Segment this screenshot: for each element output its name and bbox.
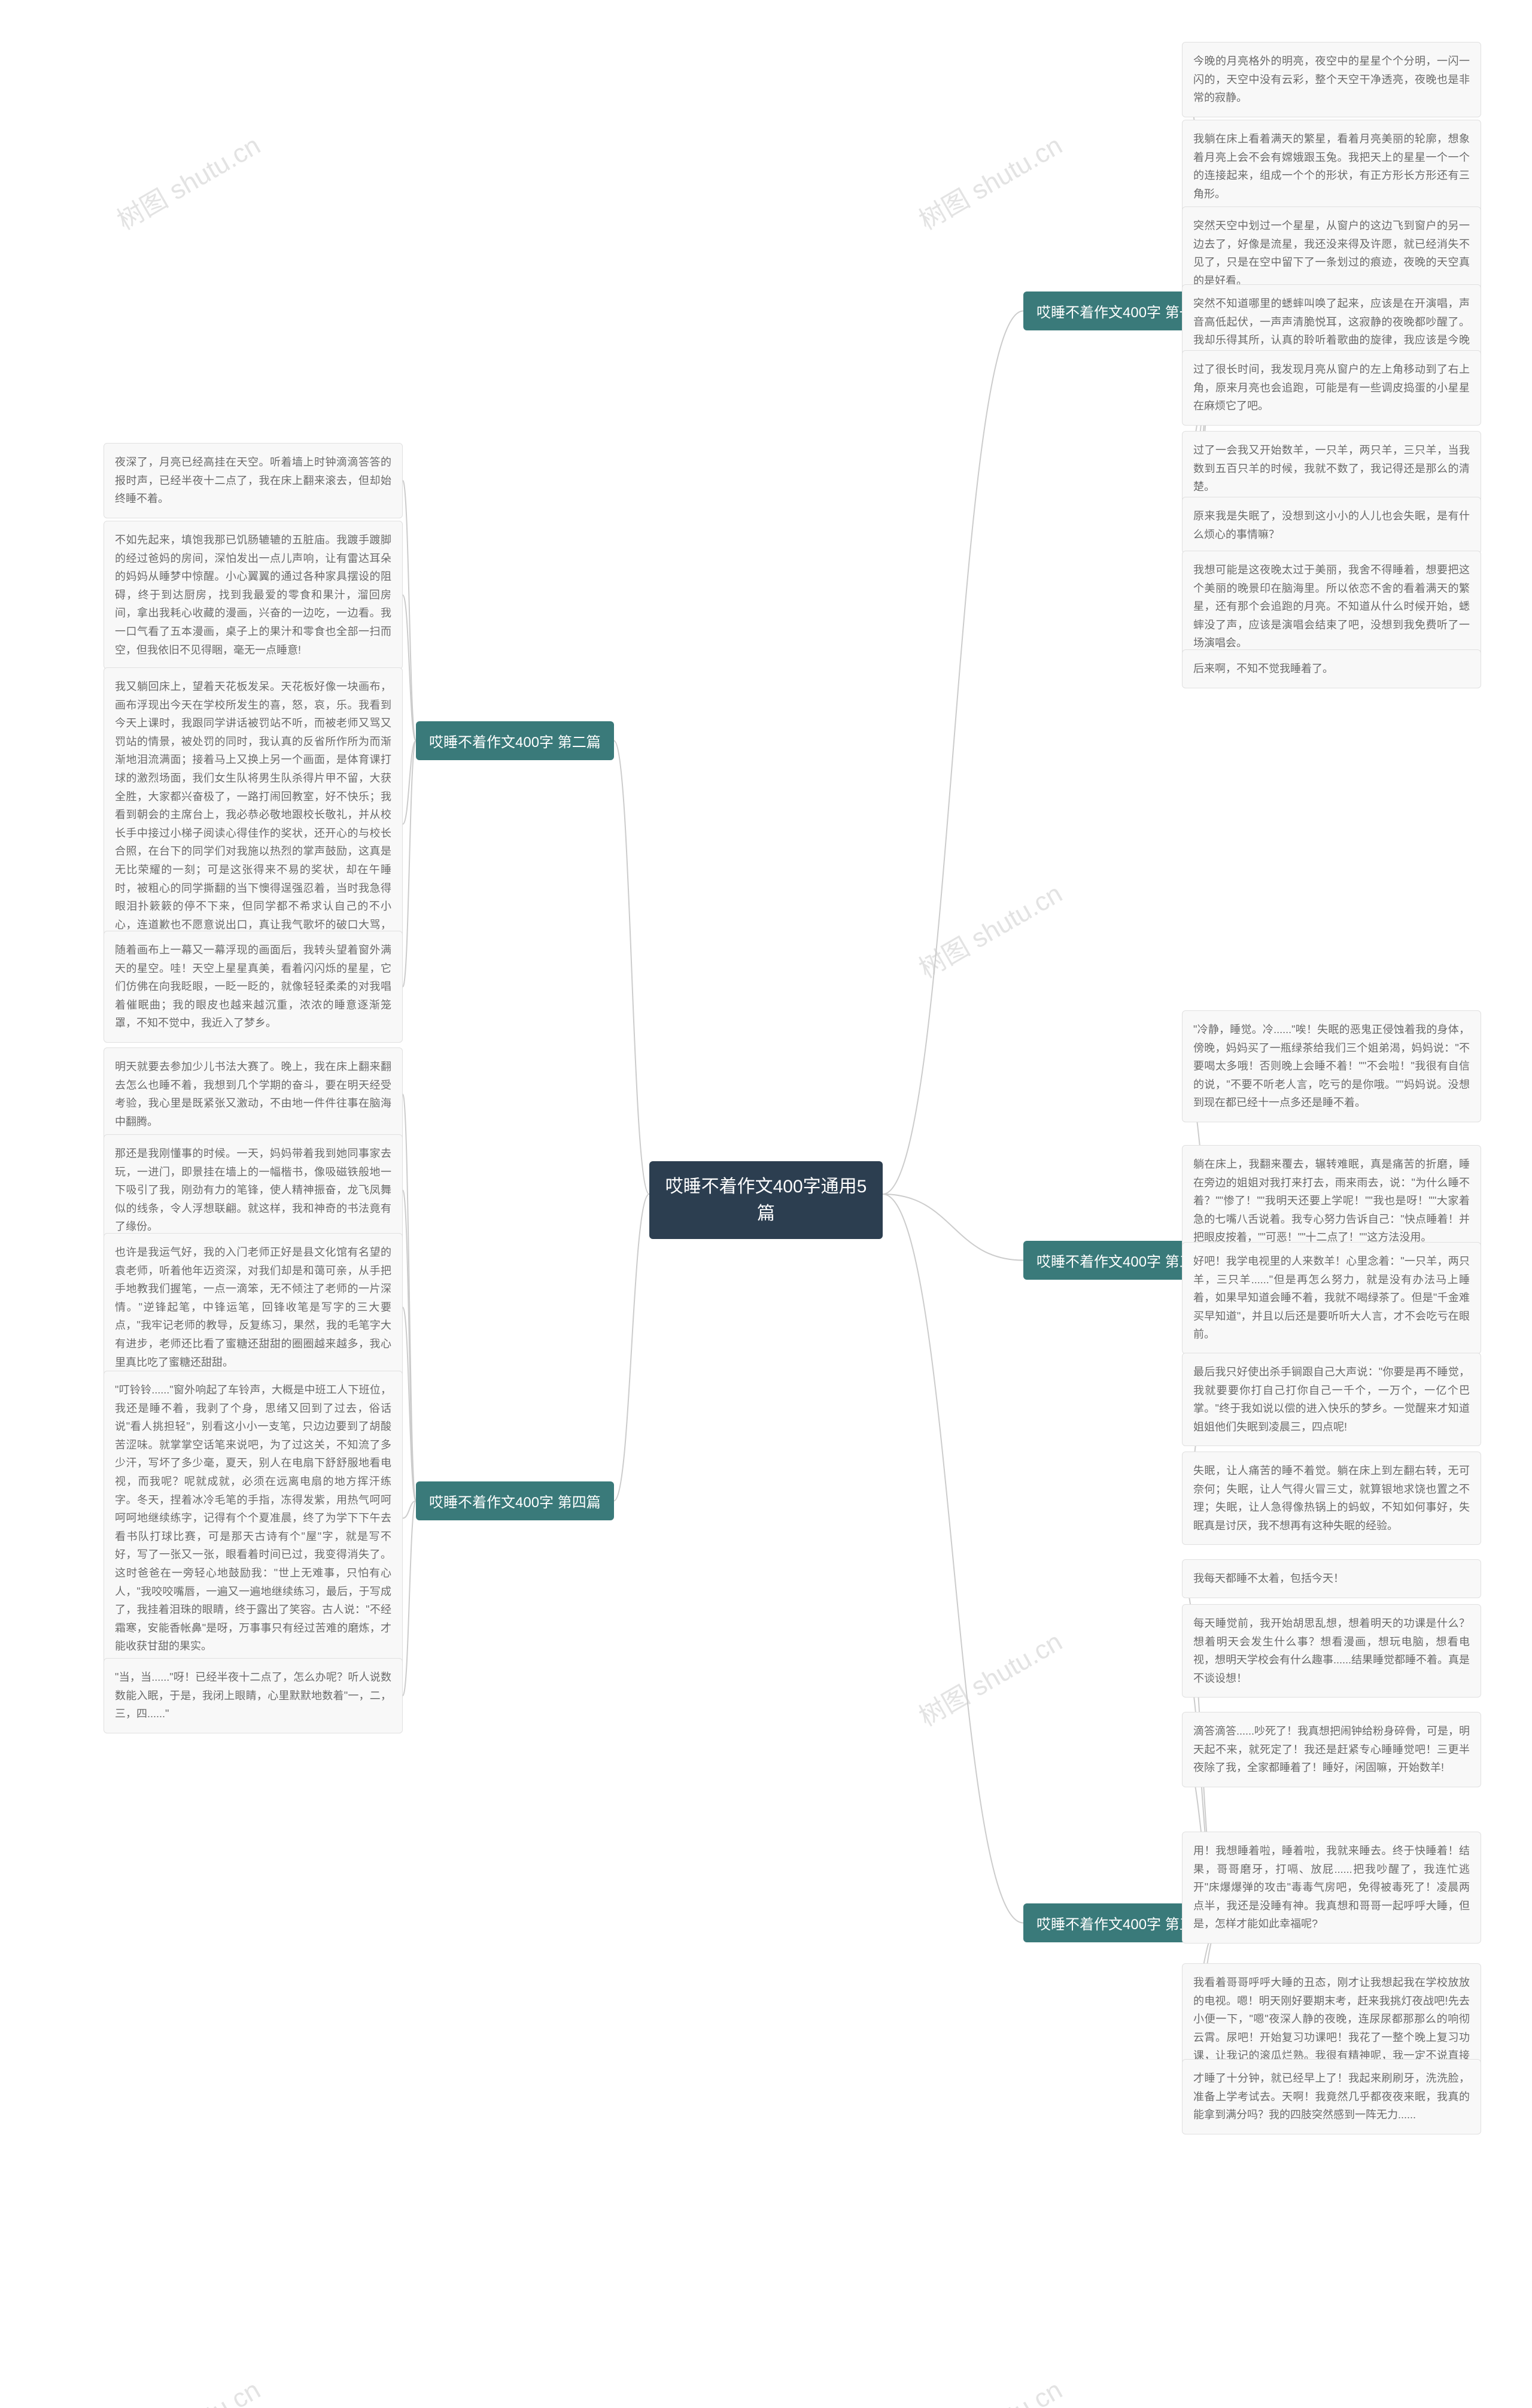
leaf-l3c: 好吧！我学电视里的人来数羊！心里念着："一只羊，两只羊，三只羊......"但是… [1182, 1242, 1481, 1354]
leaf-l4d: "叮铃铃......"窗外响起了车铃声，大概是中班工人下班位，我还是睡不着，我剥… [104, 1371, 403, 1666]
watermark: 树图 shutu.cn [911, 1621, 1068, 1734]
leaf-l5f: 才睡了十分钟，就已经早上了！我起来刷刷牙，洗洗脸，准备上学考试去。天啊！我竟然几… [1182, 2059, 1481, 2134]
leaf-l2b: 不如先起来，填饱我那已饥肠辘辘的五脏庙。我踱手踱脚的经过爸妈的房间，深怕发出一点… [104, 521, 403, 669]
leaf-l1b: 我躺在床上看着满天的繁星，看着月亮美丽的轮廓，想象着月亮上会不会有嫦娥跟玉兔。我… [1182, 120, 1481, 213]
leaf-l3e: 失眠，让人痛苦的睡不着觉。躺在床上到左翻右转，无可奈何；失眠，让人气得火冒三丈，… [1182, 1452, 1481, 1545]
leaf-l4c: 也许是我运气好，我的入门老师正好是县文化馆有名望的袁老师，听着他年迈资深，对我们… [104, 1233, 403, 1381]
leaf-l5d: 用！我想睡着啦，睡着啦，我就来睡去。终于快睡着！结果，哥哥磨牙，打嗝、放屁...… [1182, 1832, 1481, 1944]
leaf-l3d: 最后我只好使出杀手锏跟自己大声说："你要是再不睡觉，我就要要你打自己打你自己一千… [1182, 1353, 1481, 1446]
leaf-l4a: 明天就要去参加少儿书法大赛了。晚上，我在床上翻来翻去怎么也睡不着，我想到几个学期… [104, 1047, 403, 1141]
leaf-l3b: 躺在床上，我翻来覆去，辗转难眠，真是痛苦的折磨，睡在旁边的姐姐对我打来打去，雨来… [1182, 1145, 1481, 1257]
leaf-l4b: 那还是我刚懂事的时候。一天，妈妈带着我到她同事家去玩，一进门，即景挂在墙上的一幅… [104, 1134, 403, 1246]
watermark: 树图 shutu.cn [911, 2369, 1068, 2408]
watermark: 树图 shutu.cn [911, 873, 1068, 986]
leaf-l1e: 过了很长时间，我发现月亮从窗户的左上角移动到了右上角，原来月亮也会追跑，可能是有… [1182, 350, 1481, 426]
watermark: 树图 shutu.cn [911, 125, 1068, 238]
leaf-l1a: 今晚的月亮格外的明亮，夜空中的星星个个分明，一闪一闪的，天空中没有云彩，整个天空… [1182, 42, 1481, 117]
leaf-l2d: 随着画布上一幕又一幕浮现的画面后，我转头望着窗外满天的星空。哇！天空上星星真美，… [104, 931, 403, 1043]
leaf-l1f: 过了一会我又开始数羊，一只羊，两只羊，三只羊，当我数到五百只羊的时候，我就不数了… [1182, 431, 1481, 506]
center-node: 哎睡不着作文400字通用5篇 [649, 1161, 883, 1239]
leaf-l4e: "当，当......"呀！已经半夜十二点了，怎么办呢？听人说数数能入眠，于是，我… [104, 1658, 403, 1733]
watermark: 树图 shutu.cn [109, 125, 266, 238]
leaf-l5c: 滴答滴答......吵死了！我真想把闹钟给粉身碎骨，可是，明天起不来，就死定了！… [1182, 1712, 1481, 1787]
leaf-l3a: "冷静，睡觉。冷......"唉！失眠的恶鬼正侵蚀着我的身体，傍晚，妈妈买了一瓶… [1182, 1010, 1481, 1122]
leaf-l1h: 我想可能是这夜晚太过于美丽，我舍不得睡着，想要把这个美丽的晚景印在脑海里。所以依… [1182, 551, 1481, 663]
branch-b4: 哎睡不着作文400字 第四篇 [416, 1481, 614, 1520]
leaf-l1i: 后来啊，不知不觉我睡着了。 [1182, 649, 1481, 688]
leaf-l2a: 夜深了，月亮已经高挂在天空。听着墙上时钟滴滴答答的报时声，已经半夜十二点了，我在… [104, 443, 403, 518]
watermark: 树图 shutu.cn [109, 2369, 266, 2408]
branch-b2: 哎睡不着作文400字 第二篇 [416, 721, 614, 760]
leaf-l5b: 每天睡觉前，我开始胡思乱想，想着明天的功课是什么？想着明天会发生什么事？想看漫画… [1182, 1604, 1481, 1698]
leaf-l5a: 我每天都睡不太着，包括今天！ [1182, 1559, 1481, 1598]
leaf-l1g: 原来我是失眠了，没想到这小小的人儿也会失眠，是有什么烦心的事情嘛？ [1182, 497, 1481, 554]
